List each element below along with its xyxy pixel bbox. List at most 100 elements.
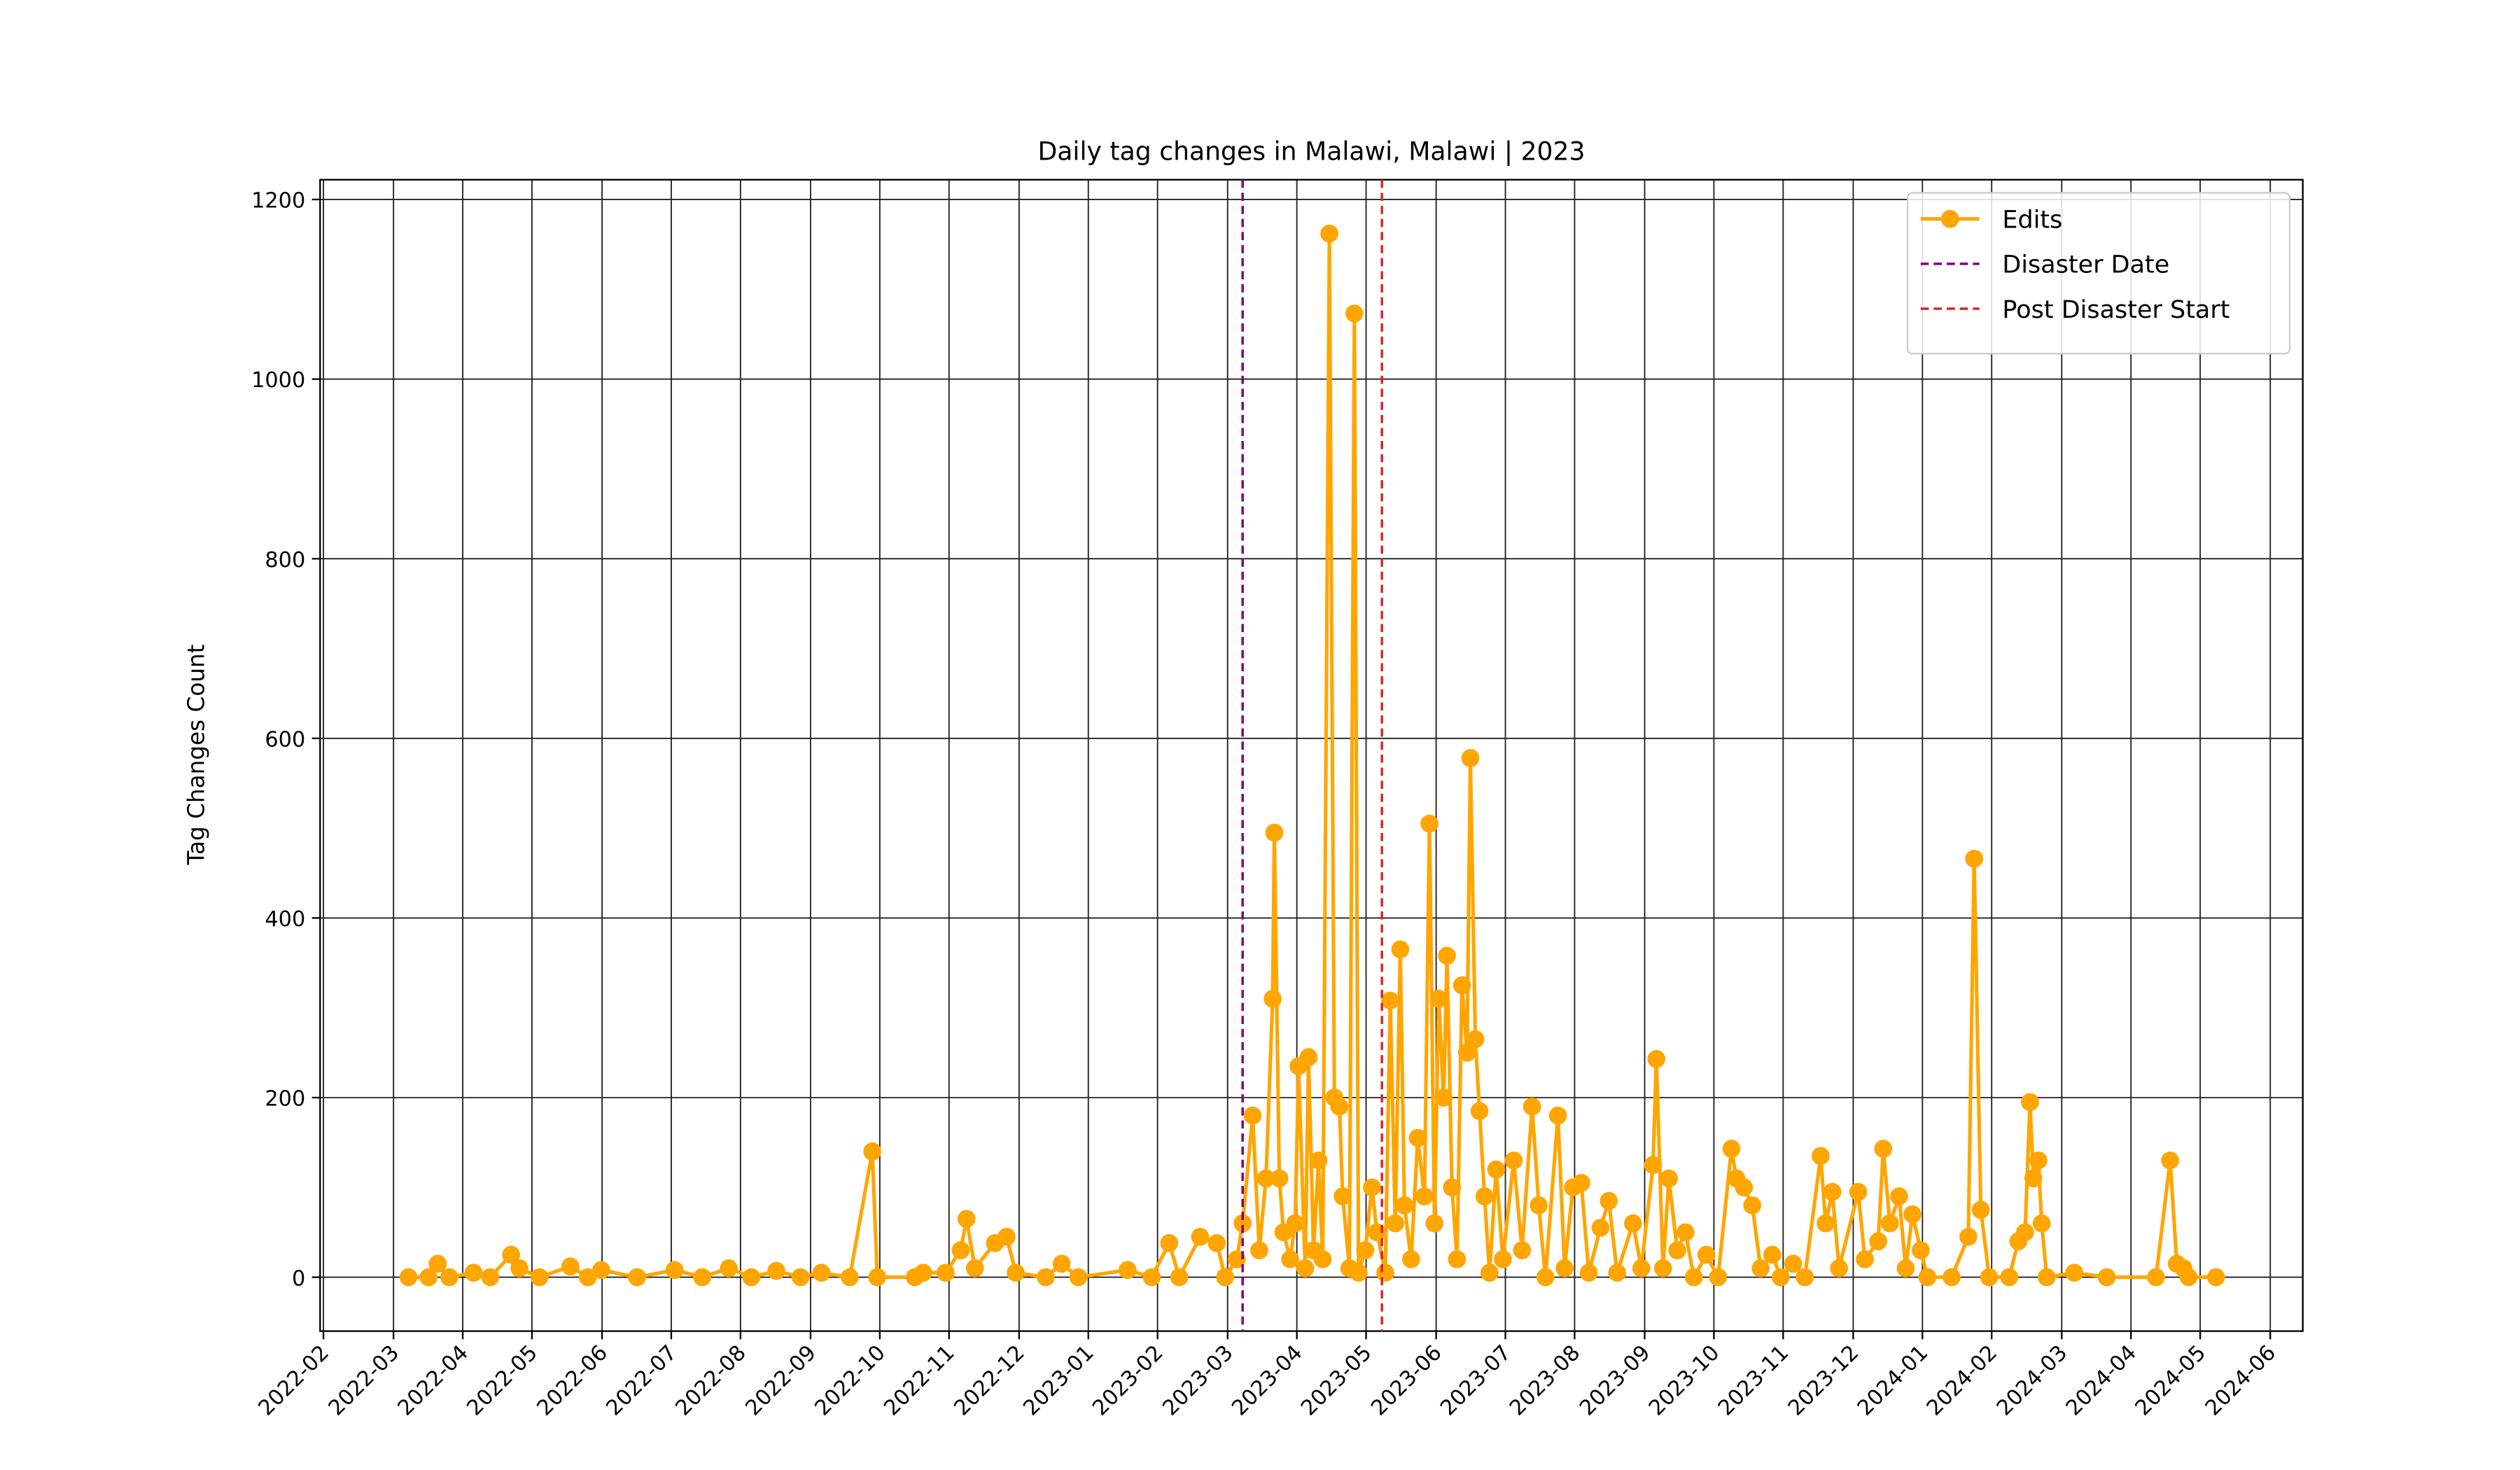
data-point xyxy=(957,1210,976,1228)
data-point xyxy=(1356,1241,1375,1259)
data-point xyxy=(1513,1241,1532,1259)
data-point xyxy=(1795,1268,1814,1287)
y-tick-label: 600 xyxy=(265,727,305,752)
legend-label: Edits xyxy=(2002,206,2062,234)
data-point xyxy=(997,1228,1016,1246)
data-point xyxy=(1037,1268,1055,1287)
data-point xyxy=(1830,1259,1849,1278)
data-point xyxy=(510,1259,528,1278)
data-point xyxy=(1386,1214,1405,1233)
data-point xyxy=(1971,1200,1990,1219)
data-point xyxy=(1504,1151,1523,1170)
data-point xyxy=(1890,1187,1908,1205)
data-point xyxy=(1668,1241,1686,1259)
data-point xyxy=(1751,1259,1770,1278)
data-point xyxy=(1363,1178,1381,1197)
x-tick-label: 2024-05 xyxy=(2131,1340,2211,1420)
data-point xyxy=(1438,946,1456,965)
data-point xyxy=(1452,976,1471,995)
data-point xyxy=(2097,1268,2116,1287)
data-point xyxy=(1881,1214,1899,1233)
data-point xyxy=(1632,1259,1651,1278)
x-tick-label: 2023-09 xyxy=(1575,1340,1655,1420)
data-point xyxy=(1142,1268,1161,1287)
legend-label: Disaster Date xyxy=(2002,251,2169,279)
x-tick-label: 2022-11 xyxy=(879,1340,959,1420)
data-point xyxy=(1286,1214,1305,1233)
data-point xyxy=(1536,1268,1555,1287)
data-point xyxy=(1309,1151,1328,1170)
data-point xyxy=(1647,1049,1666,1068)
data-point xyxy=(1743,1196,1762,1214)
data-point xyxy=(1228,1250,1246,1268)
data-point xyxy=(863,1142,881,1161)
x-tick-label: 2023-02 xyxy=(1088,1340,1168,1420)
data-point xyxy=(868,1268,887,1287)
data-point xyxy=(1591,1219,1610,1237)
data-point xyxy=(1443,1178,1462,1197)
data-point xyxy=(1334,1187,1352,1205)
x-tick-label: 2022-04 xyxy=(393,1340,473,1420)
x-tick-label: 2024-02 xyxy=(1922,1340,2002,1420)
legend-label: Post Disaster Start xyxy=(2002,296,2230,324)
y-tick-label: 400 xyxy=(265,907,305,932)
x-tick-label: 2023-03 xyxy=(1158,1340,1238,1420)
x-tick-label: 2022-05 xyxy=(463,1340,542,1420)
data-point xyxy=(1849,1182,1868,1201)
y-tick-label: 1000 xyxy=(251,368,305,393)
data-point xyxy=(1579,1264,1598,1282)
x-tick-label: 2022-07 xyxy=(602,1340,682,1420)
data-point xyxy=(1722,1140,1741,1158)
data-point xyxy=(2016,1223,2034,1242)
data-point xyxy=(2000,1268,2019,1287)
legend: Edits Disaster Date Post Disaster Start xyxy=(1906,192,2291,355)
data-point xyxy=(1420,814,1438,833)
legend-box xyxy=(1906,192,2291,355)
data-point xyxy=(1402,1250,1420,1268)
data-point xyxy=(2024,1169,2043,1188)
data-point xyxy=(1624,1214,1642,1233)
data-point xyxy=(1434,1088,1453,1107)
data-point xyxy=(913,1264,932,1282)
legend-marker xyxy=(1940,209,1959,228)
chart-title: Daily tag changes in Malawi, Malawi | 20… xyxy=(1037,136,1585,167)
data-point xyxy=(1874,1140,1893,1158)
x-tick-label: 2022-12 xyxy=(949,1340,1029,1420)
data-point xyxy=(2021,1093,2039,1112)
data-point xyxy=(1208,1234,1226,1252)
data-point xyxy=(530,1268,549,1287)
y-tick-label: 0 xyxy=(292,1266,305,1291)
x-tick-label: 2023-05 xyxy=(1296,1340,1376,1420)
data-point xyxy=(1160,1234,1179,1252)
data-point xyxy=(1243,1106,1262,1125)
data-point xyxy=(1330,1097,1349,1116)
data-point xyxy=(1522,1097,1541,1116)
data-point xyxy=(1896,1259,1915,1278)
data-point xyxy=(1270,1169,1289,1188)
data-point xyxy=(1429,990,1448,1008)
data-point xyxy=(2038,1268,2056,1287)
data-point xyxy=(791,1268,810,1287)
data-point xyxy=(2179,1268,2198,1287)
x-tick-label: 2024-04 xyxy=(2062,1340,2141,1420)
data-point xyxy=(1555,1259,1574,1278)
y-tick-label: 800 xyxy=(265,548,305,573)
data-point xyxy=(812,1264,831,1282)
data-point xyxy=(1823,1182,1842,1201)
x-tick-label: 2023-11 xyxy=(1714,1340,1793,1420)
data-point xyxy=(1470,1102,1489,1121)
data-point xyxy=(1912,1241,1930,1259)
data-point xyxy=(1313,1250,1332,1268)
data-point xyxy=(1608,1264,1627,1282)
x-tick-label: 2022-03 xyxy=(324,1340,404,1420)
data-point xyxy=(665,1261,684,1280)
data-point xyxy=(1816,1214,1835,1233)
data-point xyxy=(1408,1128,1427,1147)
data-point xyxy=(1572,1174,1590,1192)
data-point xyxy=(1391,940,1410,959)
data-point xyxy=(628,1268,646,1287)
data-point xyxy=(1395,1196,1414,1214)
data-point xyxy=(1376,1264,1394,1282)
data-point xyxy=(2029,1151,2047,1170)
